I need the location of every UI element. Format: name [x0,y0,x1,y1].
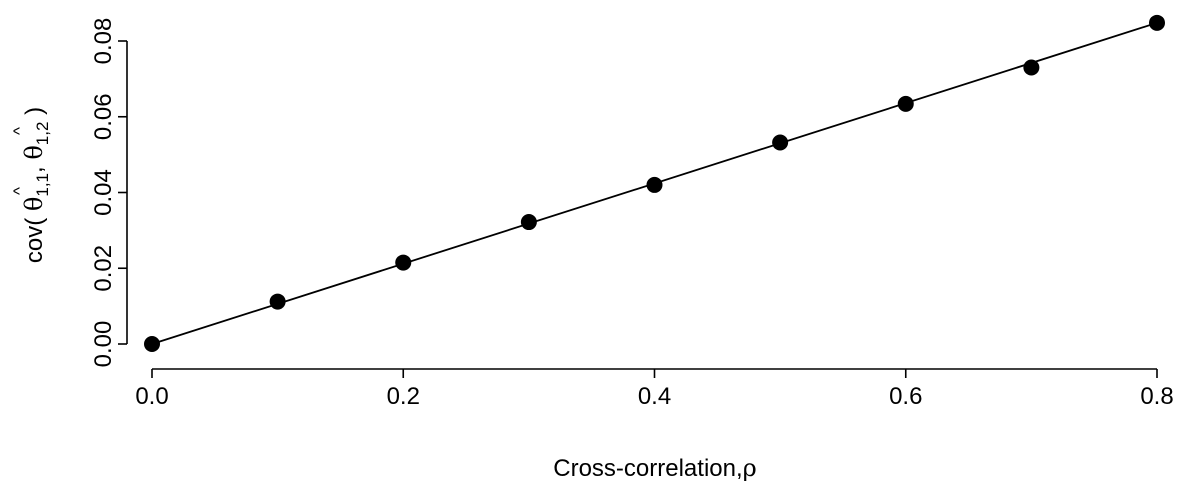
x-axis-title-symbol: ρ [743,454,757,482]
axes [126,41,1157,370]
data-point [144,336,160,352]
x-tick-label: 0.0 [135,383,168,410]
x-tick-label: 0.2 [387,383,420,410]
y-tick-label: 0.02 [90,245,117,292]
y-axis-title-hat-1: ^ [10,187,29,195]
y-axis-title-theta-1: θ [20,197,48,211]
y-axis-title-hat-2: ^ [10,127,29,135]
y-axis-title-suffix: ) [21,107,48,115]
x-tick-label: 0.8 [1140,383,1173,410]
data-point [897,95,914,112]
y-tick-label: 0.00 [90,321,117,368]
y-axis-title-theta-2: θ [20,145,48,159]
y-axis-title-prefix: cov( [21,218,48,263]
x-tick-label: 0.4 [638,383,671,410]
data-point [772,134,789,151]
y-tick-label: 0.08 [90,18,117,65]
data-point [646,176,663,193]
y-tick-label: 0.04 [90,169,117,216]
x-tick-label: 0.6 [889,383,922,410]
x-axis-title: Cross-correlation,ρ [553,454,757,482]
y-axis-title-sub-2: 1,2 [33,122,52,146]
x-axis-title-text: Cross-correlation, [553,455,742,482]
y-axis-title-sub-1: 1,1 [33,173,52,197]
data-point [269,293,286,310]
data-point [1023,59,1040,76]
data-point [520,214,537,231]
y-axis-title-sep: , [21,166,48,173]
data-point [1149,14,1165,31]
y-ticks: 0.00 0.02 0.04 0.06 0.08 [90,18,127,368]
series-layer [144,14,1165,352]
svg-text:cov( θ1,1, θ1,2: cov( θ1,1, θ1,2 ) [20,107,54,263]
data-point [395,254,412,271]
y-tick-label: 0.06 [90,93,117,140]
y-axis-title: cov( θ1,1, θ1,2 ) ^ ^ [10,107,54,263]
x-ticks: 0.0 0.2 0.4 0.6 0.8 [135,369,1174,410]
